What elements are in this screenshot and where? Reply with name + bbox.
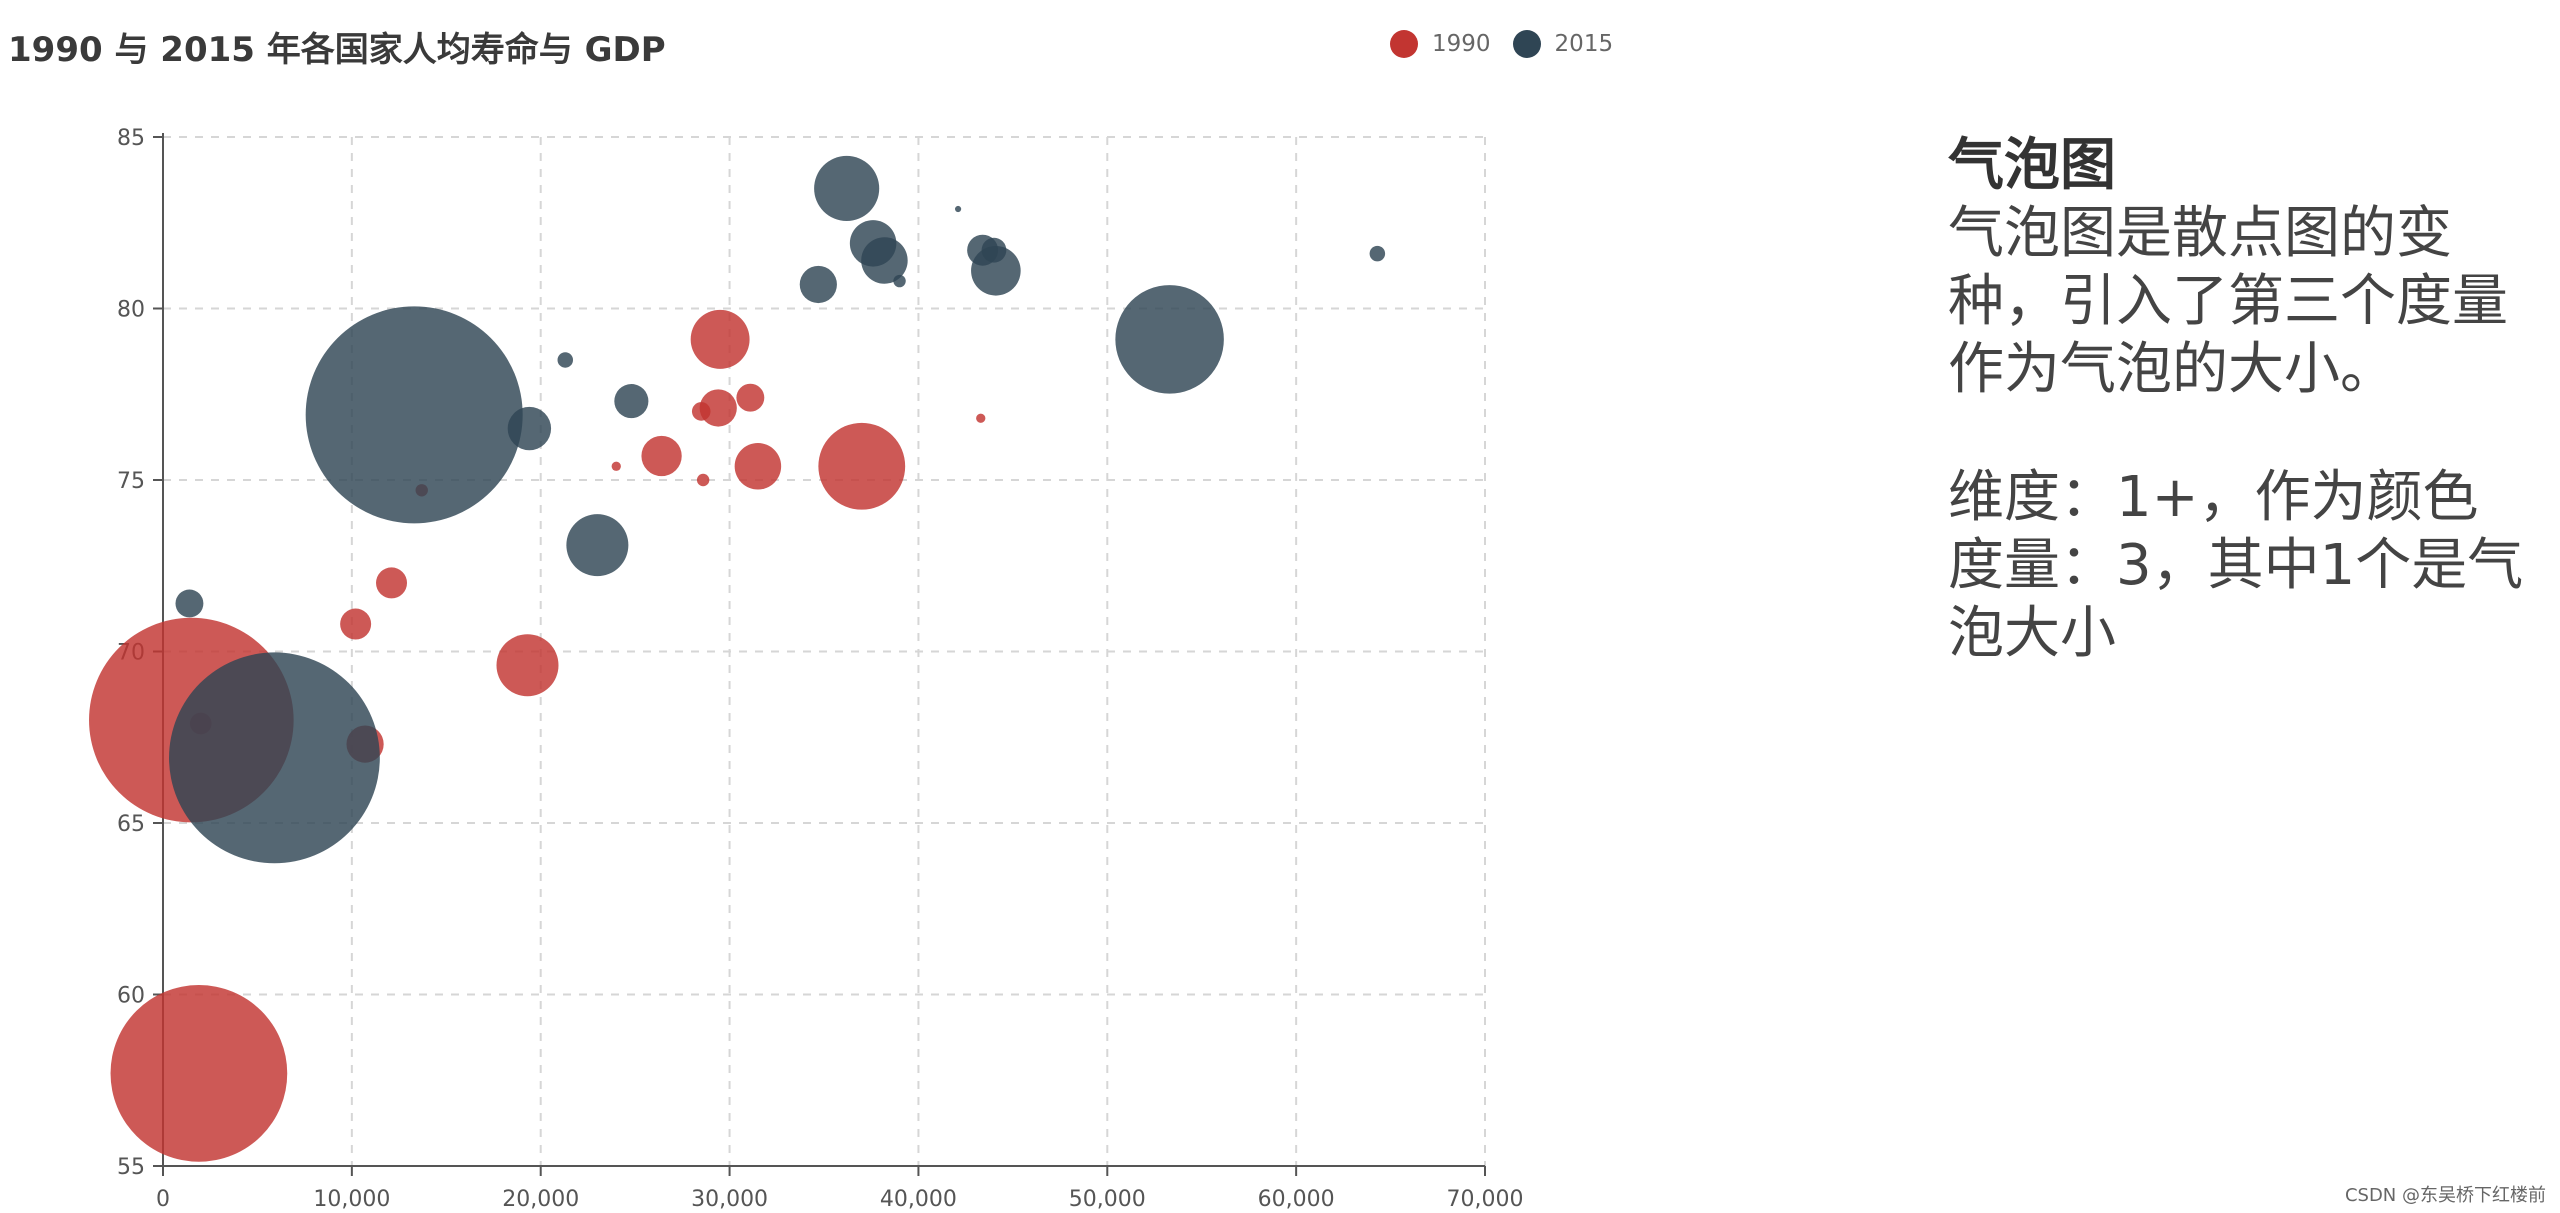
bubble-1990[interactable] xyxy=(976,413,986,423)
x-tick-label: 50,000 xyxy=(1069,1187,1146,1212)
side-line-dimension: 维度：1+，作为颜色 xyxy=(1948,465,2479,530)
bubble-1990[interactable] xyxy=(496,634,559,697)
bubble-1990[interactable] xyxy=(641,435,682,477)
x-tick-label: 30,000 xyxy=(691,1187,768,1212)
axes: 0 10,000 20,000 30,000 40,000 50,000 60,000 70,… xyxy=(117,126,1523,1212)
bubble-1990[interactable] xyxy=(818,422,906,510)
bubble-2015[interactable] xyxy=(507,406,552,451)
legend-item-1990[interactable]: 1990 xyxy=(1390,30,1491,58)
bubble-1990[interactable] xyxy=(376,567,408,599)
side-paragraph-encoding: 维度：1+，作为颜色 度量：3，其中1个是气泡大小 xyxy=(1948,464,2548,668)
bubble-chart: 0 10,000 20,000 30,000 40,000 50,000 60,000 70,… xyxy=(89,126,1523,1212)
chart-title: 1990 与 2015 年各国家人均寿命与 GDP xyxy=(8,30,666,70)
chart-legend: 1990 2015 xyxy=(1390,24,1613,64)
watermark: CSDN @东吴桥下红楼前 xyxy=(2344,1185,2546,1206)
legend-label-2015: 2015 xyxy=(1554,31,1614,57)
bubble-2015[interactable] xyxy=(169,652,380,864)
y-tick-label: 85 xyxy=(117,126,145,151)
bubble-1990[interactable] xyxy=(690,309,750,369)
legend-swatch-2015 xyxy=(1512,30,1541,58)
bubble-2015[interactable] xyxy=(954,205,962,213)
bubble-1990[interactable] xyxy=(699,389,737,427)
bubble-2015[interactable] xyxy=(305,306,523,524)
bubble-2015[interactable] xyxy=(1115,285,1224,394)
bubble-1990[interactable] xyxy=(110,985,288,1162)
y-tick-label: 55 xyxy=(117,1155,145,1180)
y-tick-label: 65 xyxy=(117,812,145,837)
bubble-2015[interactable] xyxy=(175,589,204,618)
y-tick-label: 80 xyxy=(117,298,145,323)
x-tick-label: 70,000 xyxy=(1447,1187,1524,1212)
bubble-2015[interactable] xyxy=(557,352,574,368)
side-line-measure: 度量：3，其中1个是气泡大小 xyxy=(1948,533,2524,666)
bubble-2015[interactable] xyxy=(971,245,1021,296)
side-panel: 气泡图 气泡图是散点图的变种，引入了第三个度量作为气泡的大小。 维度：1+，作为… xyxy=(1948,132,2548,668)
bubble-2015[interactable] xyxy=(814,155,880,221)
legend-item-2015[interactable]: 2015 xyxy=(1512,30,1614,58)
legend-swatch-1990 xyxy=(1390,30,1418,58)
x-tick-label: 10,000 xyxy=(313,1187,390,1212)
x-tick-label: 40,000 xyxy=(880,1187,957,1212)
bubble-2015[interactable] xyxy=(861,237,908,284)
side-heading: 气泡图 xyxy=(1948,133,2116,198)
bubble-2015[interactable] xyxy=(799,265,837,304)
y-tick-label: 75 xyxy=(117,469,145,494)
bubbles xyxy=(89,155,1386,1162)
bubble-1990[interactable] xyxy=(340,608,372,640)
x-tick-label: 20,000 xyxy=(502,1187,579,1212)
legend-label-1990: 1990 xyxy=(1432,31,1491,57)
y-tick-label: 60 xyxy=(117,984,145,1009)
bubble-2015[interactable] xyxy=(614,384,649,419)
bubble-1990[interactable] xyxy=(696,473,710,487)
bubble-1990[interactable] xyxy=(736,383,765,412)
bubble-2015[interactable] xyxy=(893,274,906,288)
bubble-1990[interactable] xyxy=(734,443,782,490)
bubble-2015[interactable] xyxy=(566,514,629,577)
x-tick-label: 60,000 xyxy=(1258,1187,1335,1212)
bubble-1990[interactable] xyxy=(611,461,621,471)
side-paragraph-description: 气泡图是散点图的变种，引入了第三个度量作为气泡的大小。 xyxy=(1948,201,2508,402)
bubble-2015[interactable] xyxy=(1369,245,1386,262)
x-tick-label: 0 xyxy=(156,1187,170,1212)
